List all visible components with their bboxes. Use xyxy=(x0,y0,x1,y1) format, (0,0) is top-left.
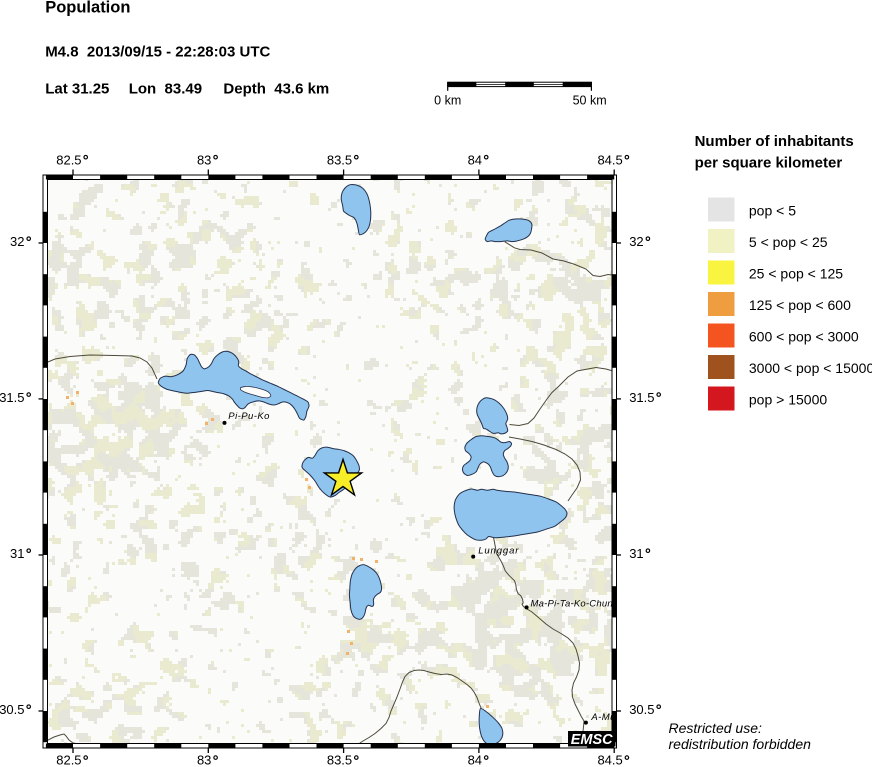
svg-text:per square kilometer: per square kilometer xyxy=(695,154,843,171)
svg-text:84: 84 xyxy=(468,753,482,767)
svg-text:82.5: 82.5 xyxy=(56,152,81,167)
svg-text:125 < pop < 600: 125 < pop < 600 xyxy=(749,297,851,313)
svg-text:M4.8 2013/09/15 - 22:28:03 UT: M4.8 2013/09/15 - 22:28:03 UTC xyxy=(45,44,270,61)
svg-text:Lat 31.25: Lat 31.25 xyxy=(45,81,109,98)
svg-text:25 < pop < 125: 25 < pop < 125 xyxy=(749,266,843,282)
svg-text:redistribution forbidden: redistribution forbidden xyxy=(669,736,812,752)
svg-text:Population: Population xyxy=(45,0,130,17)
svg-text:31.5: 31.5 xyxy=(0,390,25,405)
svg-text:Number of inhabitants: Number of inhabitants xyxy=(695,133,854,150)
svg-text:EMSC: EMSC xyxy=(571,732,613,748)
svg-text:Ma-Pi-Ta-Ko-Chun: Ma-Pi-Ta-Ko-Chun xyxy=(531,599,613,610)
svg-text:pop < 5: pop < 5 xyxy=(749,203,796,219)
svg-text:31.5: 31.5 xyxy=(629,390,654,405)
svg-text:5 < pop < 25: 5 < pop < 25 xyxy=(749,234,828,250)
svg-text:Restricted use:: Restricted use: xyxy=(669,720,762,736)
svg-text:Lunggar: Lunggar xyxy=(478,546,519,557)
svg-text:32: 32 xyxy=(629,234,643,249)
svg-text:31: 31 xyxy=(629,546,643,561)
svg-text:3000 < pop < 15000: 3000 < pop < 15000 xyxy=(749,360,872,376)
svg-text:83: 83 xyxy=(197,152,211,167)
svg-text:84: 84 xyxy=(468,152,482,167)
svg-text:600 < pop < 3000: 600 < pop < 3000 xyxy=(749,329,859,345)
svg-text:32: 32 xyxy=(10,234,24,249)
svg-text:83.5: 83.5 xyxy=(327,753,352,767)
svg-text:50 km: 50 km xyxy=(573,94,607,108)
svg-text:82.5: 82.5 xyxy=(56,753,81,767)
svg-text:31: 31 xyxy=(10,546,24,561)
svg-text:A-Mu-T: A-Mu-T xyxy=(590,712,626,723)
svg-text:Pi-Pu-Ko: Pi-Pu-Ko xyxy=(228,411,270,422)
svg-text:Lon 83.49: Lon 83.49 xyxy=(129,81,202,98)
svg-text:pop > 15000: pop > 15000 xyxy=(749,392,827,408)
svg-text:0 km: 0 km xyxy=(434,94,461,108)
svg-text:30.5: 30.5 xyxy=(629,702,654,717)
svg-text:83: 83 xyxy=(197,753,211,767)
svg-text:Depth 43.6 km: Depth 43.6 km xyxy=(223,81,329,98)
svg-text:84.5: 84.5 xyxy=(597,753,622,767)
svg-text:84.5: 84.5 xyxy=(597,152,622,167)
svg-text:83.5: 83.5 xyxy=(327,152,352,167)
svg-text:30.5: 30.5 xyxy=(0,702,25,717)
